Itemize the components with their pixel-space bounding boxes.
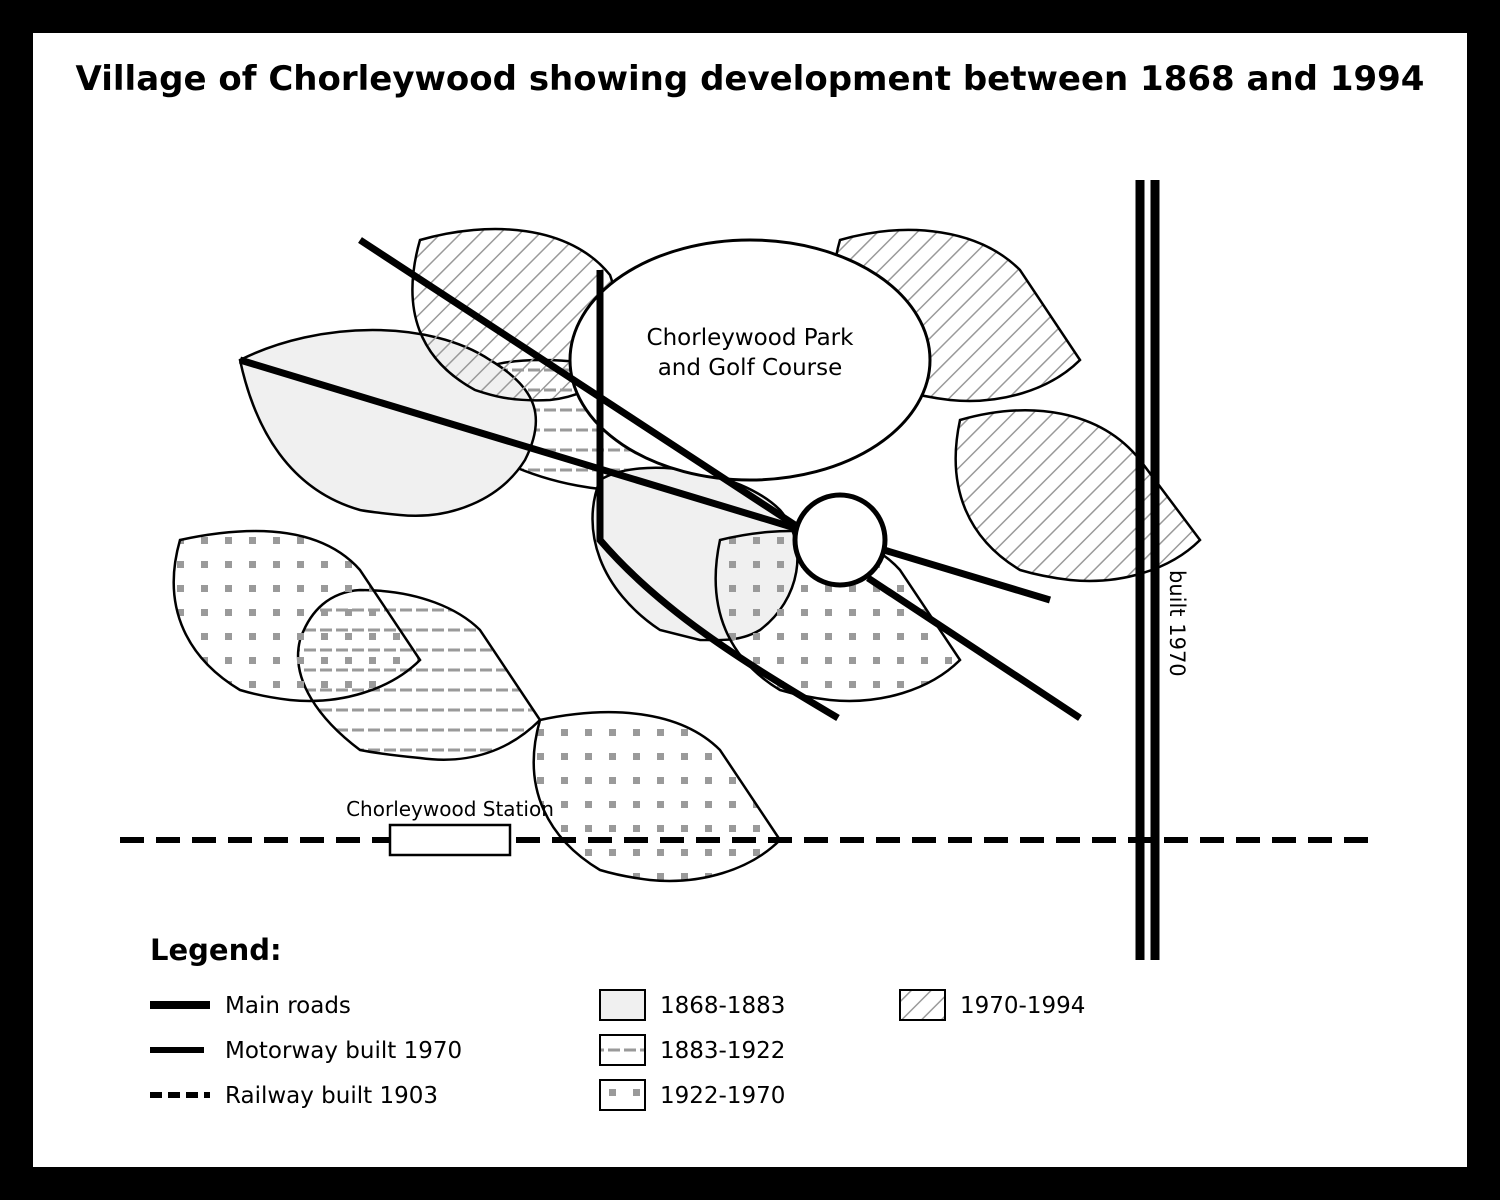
legend-1868-swatch [599,989,646,1021]
map-title: Village of Chorleywood showing developme… [76,59,1425,99]
chorleywood-park [568,238,932,482]
legend-railway-label: Railway built 1903 [225,1083,438,1109]
legend-1970-label: 1970-1994 [960,993,1085,1019]
legend-heading: Legend: [150,933,282,967]
main-road-east [882,546,1052,604]
legend-1922-swatch [599,1079,646,1111]
area-1922-1970-west [172,529,422,703]
park-label-line1: Chorleywood Park [647,325,855,351]
station-label: Chorleywood Station [346,797,554,821]
legend-1970-swatch [899,989,946,1021]
main-road-northwest [358,237,797,528]
roundabout [792,492,888,588]
main-road-west [238,356,797,532]
motorway [1135,180,1160,960]
legend-1883-label: 1883-1922 [660,1038,785,1064]
main-road-southeast [866,575,1082,721]
park-label-line2: and Golf Course [658,355,843,381]
legend-1883-swatch [599,1034,646,1066]
motorway-label: built 1970 [1165,570,1189,677]
legend-1868-label: 1868-1883 [660,993,785,1019]
legend-motorway-label: Motorway built 1970 [225,1038,462,1064]
legend: Legend: Main roads Motorway built 1970 R… [150,933,1085,1111]
legend-1922-label: 1922-1970 [660,1083,785,1109]
main-roads [238,237,1082,722]
legend-main-roads-label: Main roads [225,993,351,1019]
main-road-north-south [596,270,840,722]
chorleywood-station [388,823,512,857]
